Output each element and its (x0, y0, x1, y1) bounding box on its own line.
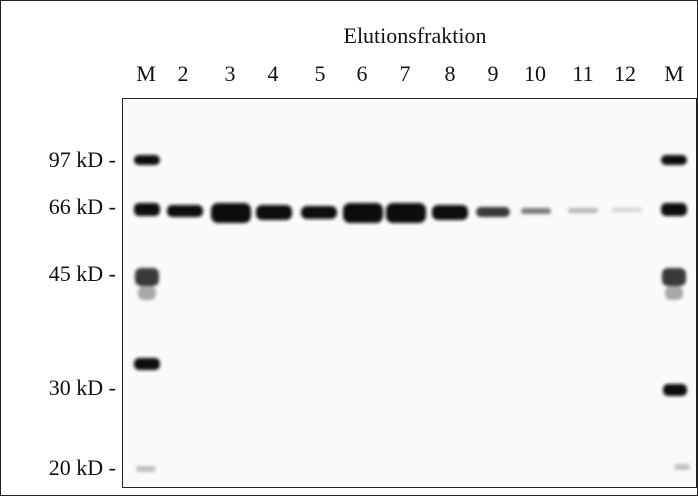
lane-label: M (136, 61, 156, 86)
band (612, 208, 642, 212)
lane-label: 12 (614, 61, 636, 86)
marker-label: 66 kD - (49, 194, 116, 219)
band (138, 286, 156, 300)
marker-label: 45 kD - (49, 261, 116, 286)
marker-label: 97 kD - (49, 147, 116, 172)
marker-labels: 97 kD - 66 kD - 45 kD - 30 kD - 20 kD - (49, 147, 116, 480)
band (568, 208, 598, 213)
lane-label: 2 (178, 61, 189, 86)
band (136, 466, 156, 472)
band (674, 464, 690, 470)
lane-label: 11 (572, 61, 593, 86)
lane-label: M (664, 61, 684, 86)
band (343, 203, 383, 223)
band (521, 208, 551, 214)
lane-label: 8 (445, 61, 456, 86)
lane-label: 4 (268, 61, 279, 86)
band (476, 207, 510, 217)
band (134, 155, 160, 165)
marker-label: 30 kD - (49, 375, 116, 400)
lane-label: 10 (524, 61, 546, 86)
band (663, 384, 687, 396)
lane-label: 5 (315, 61, 326, 86)
lane-label: 3 (225, 61, 236, 86)
band (386, 203, 426, 223)
band (134, 358, 160, 370)
lane-label: 9 (488, 61, 499, 86)
bands (134, 155, 690, 472)
band (661, 155, 687, 165)
band (301, 206, 337, 219)
lane-label: 7 (400, 61, 411, 86)
band (211, 203, 251, 223)
band (134, 203, 160, 216)
band (661, 203, 687, 216)
gel (122, 98, 697, 488)
lane-label: 6 (357, 61, 368, 86)
marker-label: 20 kD - (49, 455, 116, 480)
band (135, 268, 159, 286)
title: Elutionsfraktion (344, 23, 487, 48)
band (256, 205, 292, 220)
band (432, 205, 468, 220)
band (167, 205, 203, 217)
band (665, 286, 683, 300)
lane-labels: M 2 3 4 5 6 7 8 9 10 11 12 M (136, 61, 684, 86)
band (662, 268, 686, 286)
